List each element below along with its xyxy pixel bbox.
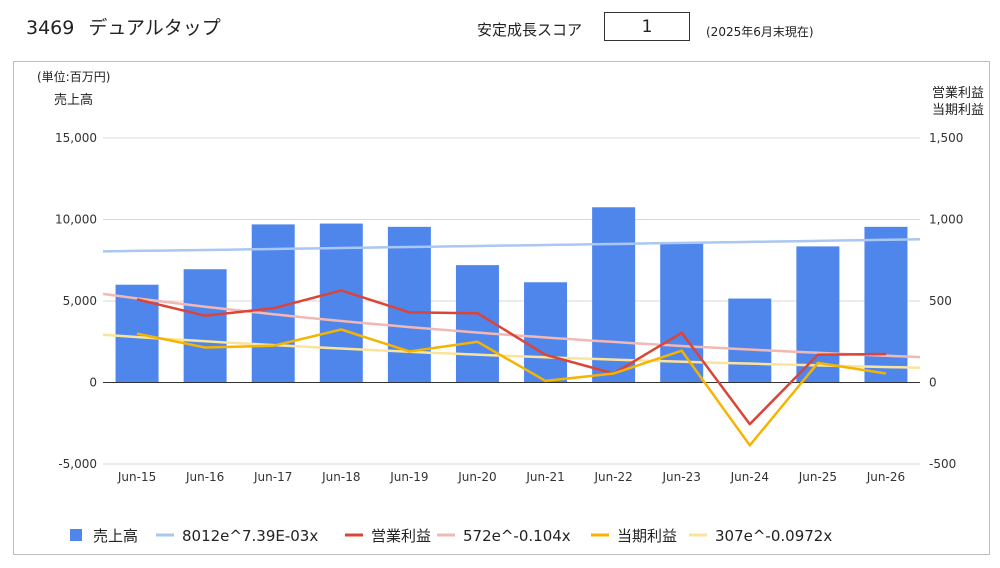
company-heading: 3469 デュアルタップ (26, 13, 235, 40)
left-tick-label: -5,000 (58, 457, 97, 471)
left-tick-label: 0 (89, 376, 97, 390)
legend-label: 572e^-0.104x (463, 527, 571, 545)
legend-label: 営業利益 (371, 527, 431, 545)
left-tick-label: 5,000 (63, 294, 97, 308)
revenue-bar (183, 269, 227, 383)
stock-code: 3469 (26, 17, 75, 39)
x-tick-label: Jun-16 (185, 470, 224, 484)
right-tick-label: 0 (929, 376, 937, 390)
as-of-date: (2025年6月末現在) (706, 25, 814, 39)
company-name: デュアルタップ (88, 17, 221, 39)
right-tick-label: -500 (929, 457, 956, 471)
legend-label: 売上高 (93, 527, 138, 545)
x-tick-label: Jun-21 (525, 470, 564, 484)
net-profit-line (136, 328, 887, 447)
legend-label: 307e^-0.0972x (715, 527, 832, 545)
x-tick-label: Jun-22 (593, 470, 632, 484)
legend-label: 8012e^7.39E-03x (182, 527, 318, 545)
right-axis-title: 営業利益 (932, 85, 984, 101)
x-tick-label: Jun-17 (253, 470, 292, 484)
trend-line (102, 333, 921, 370)
x-tick-label: Jun-18 (321, 470, 360, 484)
right-axis-title: 当期利益 (932, 103, 984, 118)
revenue-bar (796, 246, 840, 383)
right-tick-label: 500 (929, 294, 952, 308)
x-tick-label: Jun-20 (457, 470, 496, 484)
revenue-bar (455, 265, 499, 383)
unit-label: (単位:百万円) (37, 69, 110, 84)
x-tick-label: Jun-26 (866, 470, 905, 484)
right-tick-label: 1,000 (929, 213, 963, 227)
operating-profit-line (136, 289, 887, 426)
revenue-bar (864, 226, 908, 383)
revenue-bar (660, 242, 704, 383)
x-tick-label: Jun-24 (730, 470, 769, 484)
revenue-bar (524, 282, 568, 383)
right-tick-label: 1,500 (929, 131, 963, 145)
revenue-bar (592, 207, 636, 383)
x-tick-label: Jun-15 (117, 470, 156, 484)
x-tick-label: Jun-19 (389, 470, 428, 484)
left-tick-label: 10,000 (55, 213, 97, 227)
left-axis-title: 売上高 (54, 92, 93, 108)
revenue-bar (728, 298, 772, 383)
legend-swatch (70, 529, 82, 541)
x-tick-label: Jun-23 (662, 470, 701, 484)
revenue-bar (319, 223, 363, 383)
score-value: 1 (604, 12, 690, 41)
revenue-bar (387, 226, 431, 383)
score-label: 安定成長スコア (477, 21, 583, 39)
trend-line (102, 238, 921, 253)
left-tick-label: 15,000 (55, 131, 97, 145)
chart-frame (13, 61, 990, 555)
x-tick-label: Jun-25 (798, 470, 837, 484)
legend-label: 当期利益 (617, 527, 677, 545)
